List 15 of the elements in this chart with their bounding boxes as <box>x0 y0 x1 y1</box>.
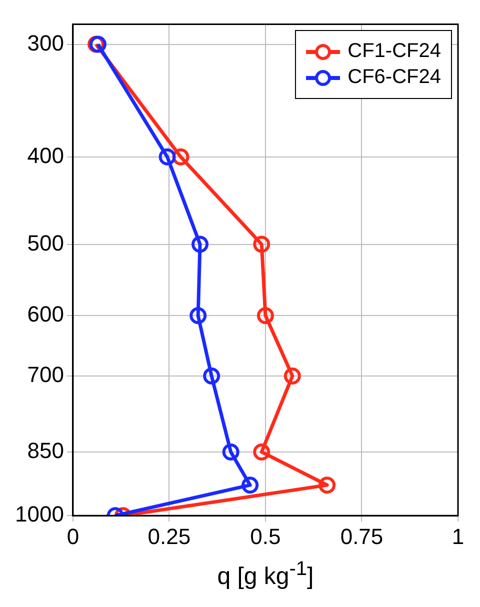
y-tick-label: 700 <box>27 362 64 388</box>
x-tick-label: 0.75 <box>340 524 384 549</box>
y-tick-label: 400 <box>27 142 64 168</box>
y-tick-label: 850 <box>27 438 64 464</box>
y-tick-label: 300 <box>27 30 64 56</box>
legend-label: CF6-CF24 <box>348 66 441 90</box>
y-tick-label: 600 <box>27 302 64 327</box>
x-tick-label: 0.25 <box>148 524 191 549</box>
y-tick-label: 1000 <box>14 502 64 527</box>
x-tick-label: 0.5 <box>250 524 281 549</box>
x-tick-label: 1 <box>452 524 464 549</box>
x-tick-label: 0 <box>66 524 80 549</box>
legend-label: CF1-CF24 <box>348 40 441 64</box>
x-axis-title: q [g kg$^{-1}$] <box>216 558 315 591</box>
y-tick-label: 500 <box>27 230 64 256</box>
